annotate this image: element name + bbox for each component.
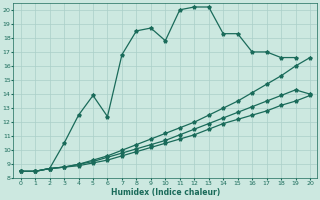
X-axis label: Humidex (Indice chaleur): Humidex (Indice chaleur) bbox=[111, 188, 220, 197]
